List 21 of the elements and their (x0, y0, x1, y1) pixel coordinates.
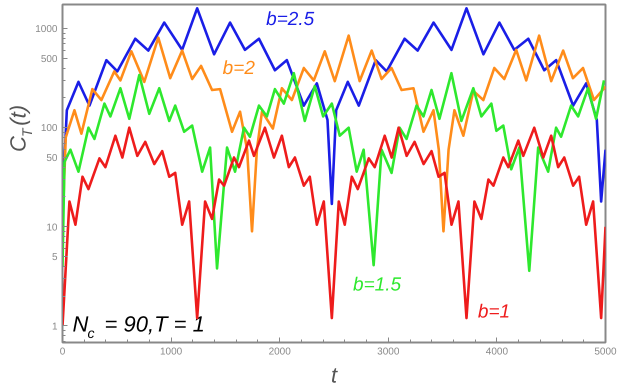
y-tick-label: 500 (40, 54, 58, 65)
series-label: b=1 (478, 302, 510, 323)
y-axis-title: CT(t) (6, 104, 35, 152)
x-tick-label: 4000 (486, 346, 508, 358)
line-series (62, 7, 606, 206)
y-tick-label: 1000 (35, 24, 58, 36)
y-tick-label: 5 (52, 252, 58, 264)
y-tick-label: 10 (46, 222, 58, 234)
series-label: b=2.5 (266, 9, 315, 30)
x-axis-title: t (330, 362, 338, 388)
x-tick-label: 0 (60, 346, 66, 358)
y-tick-label: 1 (52, 321, 58, 332)
x-tick-label: 5000 (594, 346, 617, 358)
series-label: b=1.5 (353, 274, 402, 296)
y-tick-label: 100 (40, 123, 58, 134)
x-tick-label: 1000 (160, 346, 183, 358)
line-series (62, 34, 606, 233)
y-tick-label: 50 (46, 153, 58, 164)
series-label: b=2 (222, 58, 256, 80)
x-tick-label: 2000 (268, 346, 292, 358)
x-tick-label: 3000 (377, 346, 400, 358)
